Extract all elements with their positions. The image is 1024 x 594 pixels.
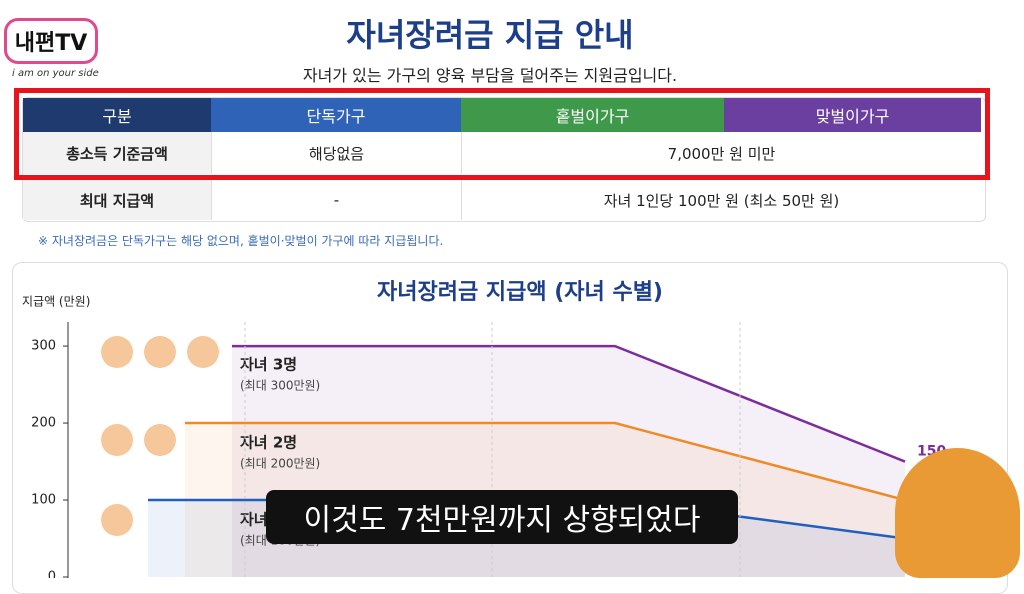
td: - bbox=[211, 180, 461, 220]
caption-text: 이것도 7천만원까지 상향되었다 bbox=[303, 503, 701, 538]
kid-icon bbox=[101, 504, 133, 536]
td: 총소득 기준금액 bbox=[23, 132, 211, 174]
series-note: (최대 200만원) bbox=[240, 457, 320, 471]
logo: 내편TV bbox=[4, 18, 98, 64]
kid-icon bbox=[144, 336, 176, 368]
kid-icons bbox=[101, 336, 219, 536]
mascot bbox=[895, 448, 1020, 578]
y-tick-label: 0 bbox=[48, 570, 56, 579]
kid-icon bbox=[187, 336, 219, 368]
series-line bbox=[185, 421, 906, 502]
series-note: (최대 300만원) bbox=[240, 379, 320, 393]
note: ※ 자녀장려금은 단독가구는 해당 없으며, 홑벌이·맞벌이 가구에 따라 지급… bbox=[38, 234, 444, 248]
y-tick-label: 100 bbox=[31, 493, 56, 508]
kid-icon bbox=[101, 336, 133, 368]
subtitle: 자녀가 있는 가구의 양육 부담을 덜어주는 지원금입니다. bbox=[302, 66, 678, 85]
y-axis-label: 지급액 (만원) bbox=[22, 295, 90, 309]
th: 구분 bbox=[23, 98, 211, 132]
series-name: 자녀 2명 bbox=[240, 434, 297, 452]
kid-icon bbox=[101, 424, 133, 456]
series-name: 자녀 3명 bbox=[240, 356, 297, 374]
th: 홑벌이가구 bbox=[461, 98, 724, 132]
caption: 이것도 7천만원까지 상향되었다 bbox=[266, 490, 738, 544]
th: 맞벌이가구 bbox=[724, 98, 981, 132]
td: 최대 지급액 bbox=[23, 180, 211, 220]
title: 자녀장려금 지급 안내 bbox=[346, 16, 634, 54]
kid-icon bbox=[144, 424, 176, 456]
td: 자녀 1인당 100만 원 (최소 50만 원) bbox=[461, 180, 981, 220]
y-tick-label: 300 bbox=[31, 339, 56, 354]
page: 내편TV i am on your side 자녀장려금 지급 안내 자녀가 있… bbox=[4, 16, 1020, 594]
y-tick-label: 200 bbox=[31, 416, 56, 431]
chart-title: 자녀장려금 지급액 (자녀 수별) bbox=[377, 280, 663, 305]
logo-title: 내편TV bbox=[14, 31, 88, 56]
logo-tagline: i am on your side bbox=[12, 68, 99, 79]
table: 구분 단독가구 홑벌이가구 맞벌이가구 총소득 기준금액 해당없음 7,000만… bbox=[22, 97, 986, 222]
series-line bbox=[232, 344, 906, 463]
highlight-box bbox=[14, 88, 990, 180]
v-grid bbox=[244, 322, 741, 578]
th: 단독가구 bbox=[211, 98, 461, 132]
td: 7,000만 원 미만 bbox=[461, 132, 981, 174]
td: 해당없음 bbox=[211, 132, 461, 174]
